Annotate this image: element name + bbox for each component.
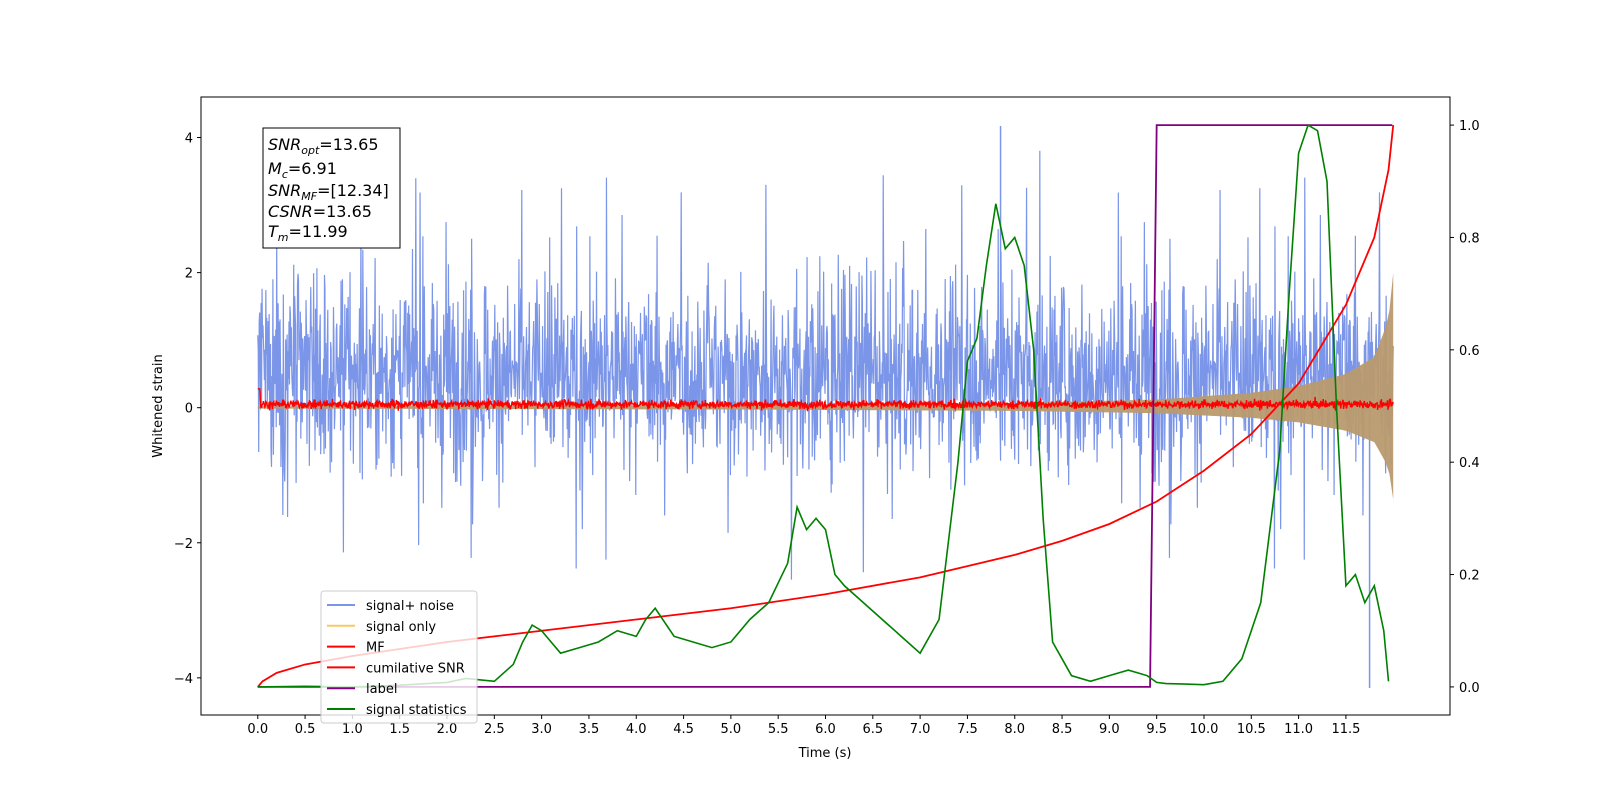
- x-tick-label: 7.0: [910, 722, 931, 737]
- legend-label: signal statistics: [366, 703, 467, 718]
- x-tick-label: 4.0: [626, 722, 647, 737]
- annotation-snr-mf: SNRMF=[12.34]: [268, 181, 389, 203]
- x-axis: 0.0 0.5 1.0 1.5 2.0 2.5 3.0 3.5 4.0 4.5 5.0 5.5 6.0 6…: [247, 715, 1360, 737]
- y-tick-label-left: −2: [174, 537, 193, 552]
- y-tick-label-right: 0.0: [1459, 681, 1480, 696]
- x-tick-label: 10.5: [1237, 722, 1266, 737]
- x-tick-label: 8.0: [1004, 722, 1025, 737]
- y-tick-label-right: 0.2: [1459, 569, 1480, 584]
- x-tick-label: 5.0: [721, 722, 742, 737]
- x-tick-label: 11.5: [1331, 722, 1360, 737]
- legend-item: signal only: [327, 620, 436, 635]
- annotation-csnr: CSNR=13.65: [268, 202, 372, 221]
- y-tick-label-left: 0: [185, 402, 193, 417]
- legend-items: signal+ noise signal only MF cumilative SNR…: [327, 599, 467, 718]
- series-mf: [257, 388, 1394, 412]
- x-tick-label: 10.0: [1190, 722, 1219, 737]
- series-signal-statistics: [257, 123, 1390, 688]
- legend-label: cumilative SNR: [366, 661, 465, 676]
- x-tick-label: 11.0: [1284, 722, 1313, 737]
- x-tick-label: 6.5: [862, 722, 883, 737]
- x-tick-label: 9.5: [1146, 722, 1167, 737]
- x-tick-label: 9.0: [1099, 722, 1120, 737]
- legend: signal+ noise signal only MF cumilative SNR…: [320, 590, 478, 724]
- annotation-frame: [262, 127, 401, 249]
- x-tick-label: 7.5: [957, 722, 978, 737]
- x-axis-label: Time (s): [798, 746, 852, 761]
- annotation-tm: Tm=11.99: [268, 222, 348, 244]
- legend-label: MF: [366, 641, 385, 656]
- legend-label: signal+ noise: [366, 599, 454, 614]
- x-tick-label: 1.0: [342, 722, 363, 737]
- legend-item: MF: [327, 641, 385, 656]
- x-tick-label: 0.0: [247, 722, 268, 737]
- y-tick-label-right: 0.4: [1459, 456, 1480, 471]
- x-tick-label: 3.5: [579, 722, 600, 737]
- x-tick-label: 4.5: [673, 722, 694, 737]
- y-tick-label-right: 0.8: [1459, 231, 1480, 246]
- x-tick-label: 2.5: [484, 722, 505, 737]
- legend-label: label: [366, 682, 397, 697]
- x-tick-label: 3.0: [531, 722, 552, 737]
- legend-item: signal+ noise: [327, 599, 454, 614]
- series-label: [257, 124, 1393, 688]
- legend-item: cumilative SNR: [327, 661, 465, 676]
- x-tick-label: 8.5: [1052, 722, 1073, 737]
- y-tick-label-left: 2: [185, 267, 193, 282]
- legend-item: label: [327, 682, 397, 697]
- annotation-box: SNRopt=13.65 Mc=6.91 SNRMF=[12.34] CSNR=…: [262, 127, 401, 249]
- x-tick-label: 2.0: [437, 722, 458, 737]
- y-tick-label-left: 4: [185, 132, 193, 147]
- data-layer: [257, 123, 1395, 688]
- y-tick-label-right: 0.6: [1459, 344, 1480, 359]
- y-axis-right: 1.0 0.8 0.6 0.4 0.2 0.0: [1450, 119, 1480, 696]
- y-tick-label-left: −4: [174, 672, 193, 687]
- legend-item: signal statistics: [327, 703, 467, 718]
- y-axis-left: 4 2 0 −2 −4: [174, 132, 201, 687]
- x-tick-label: 6.0: [815, 722, 836, 737]
- x-tick-label: 0.5: [295, 722, 316, 737]
- y-tick-label-right: 1.0: [1459, 119, 1480, 134]
- y-axis-label: Whitened strain: [151, 354, 166, 457]
- legend-label: signal only: [366, 620, 436, 635]
- x-tick-label: 5.5: [768, 722, 789, 737]
- annotation-snr-opt: SNRopt=13.65: [268, 135, 379, 157]
- annotation-mc: Mc=6.91: [268, 159, 337, 181]
- x-tick-label: 1.5: [389, 722, 410, 737]
- legend-frame: [320, 590, 478, 724]
